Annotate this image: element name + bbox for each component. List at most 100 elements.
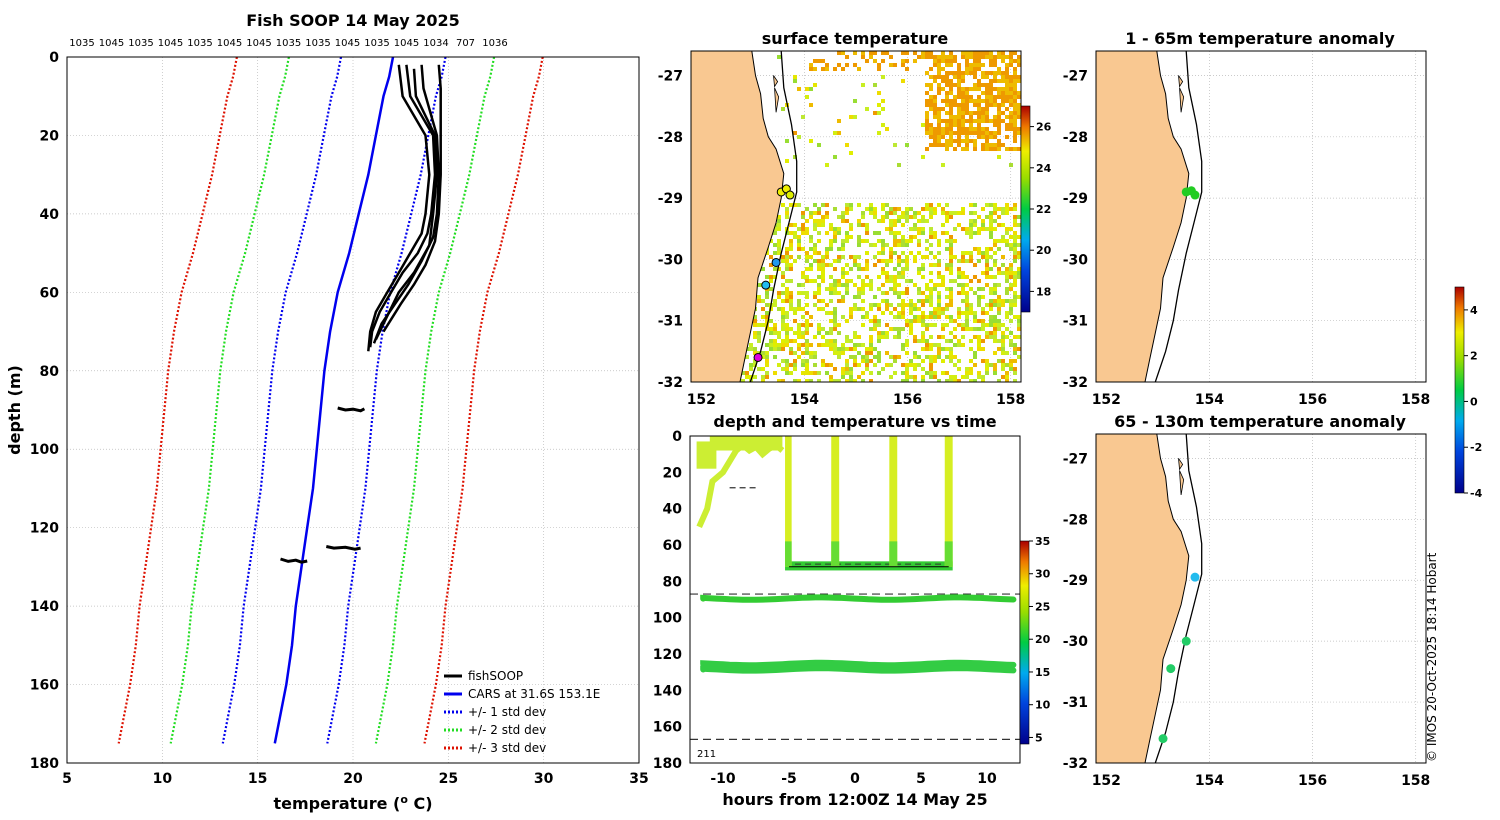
sst-pixel: [869, 211, 873, 215]
sst-pixel: [801, 335, 805, 339]
sst-pixel: [1013, 343, 1017, 347]
sst-pixel: [833, 267, 837, 271]
sst-pixel: [773, 251, 777, 255]
sst-pixel: [949, 59, 953, 63]
sst-pixel: [837, 379, 841, 382]
sst-pixel: [849, 371, 853, 375]
sst-pixel: [877, 131, 881, 135]
sst-pixel: [1013, 347, 1017, 351]
sst-pixel: [945, 263, 949, 267]
map-ytick-label: -27: [1063, 69, 1088, 85]
sst-pixel: [937, 311, 941, 315]
sst-pixel: [825, 67, 829, 71]
sst-pixel: [925, 287, 929, 291]
sst-pixel: [785, 287, 789, 291]
map-land: [1096, 51, 1190, 382]
sst-pixel: [873, 211, 877, 215]
sst-pixel: [993, 63, 997, 67]
sst-pixel: [937, 135, 941, 139]
sst-pixel: [921, 303, 925, 307]
sst-pixel: [941, 371, 945, 375]
sst-colorbar: [1020, 105, 1031, 313]
sst-pixel: [929, 363, 933, 367]
sst-pixel: [993, 59, 997, 63]
sst-pixel: [945, 119, 949, 123]
sst-pixel: [817, 251, 821, 255]
sst-pixel: [949, 71, 953, 75]
sst-pixel: [849, 379, 853, 382]
sst-pixel: [869, 371, 873, 375]
sst-pixel: [797, 227, 801, 231]
sst-pixel: [953, 99, 957, 103]
sst-pixel: [809, 351, 813, 355]
sst-pixel: [789, 351, 793, 355]
sst-pixel: [969, 123, 973, 127]
map-ytick-label: -32: [1063, 756, 1088, 772]
sst-pixel: [865, 59, 869, 63]
sst-pixel: [765, 319, 769, 323]
sst-pixel: [901, 315, 905, 319]
sst-pixel: [1009, 99, 1013, 103]
sst-pixel: [897, 335, 901, 339]
sst-pixel: [853, 283, 857, 287]
sst-pixel: [1009, 91, 1013, 95]
sst-pixel: [877, 259, 881, 263]
sst-pixel: [753, 335, 757, 339]
sst-pixel: [805, 251, 809, 255]
sst-pixel: [977, 79, 981, 83]
sst-pixel: [1013, 279, 1017, 283]
sst-pixel: [945, 83, 949, 87]
sst-pixel: [933, 75, 937, 79]
sst-pixel: [945, 147, 949, 151]
sst-pixel: [969, 251, 973, 255]
sst-pixel: [797, 247, 801, 251]
sst-pixel: [769, 347, 773, 351]
sst-pixel: [953, 115, 957, 119]
sst-pixel: [777, 307, 781, 311]
sst-pixel: [925, 147, 929, 151]
sst-pixel: [981, 379, 985, 382]
sst-pixel: [953, 363, 957, 367]
sst-pixel: [781, 359, 785, 363]
sst-pixel: [821, 307, 825, 311]
sst-pixel: [933, 115, 937, 119]
sst-pixel: [821, 299, 825, 303]
sst-pixel: [873, 303, 877, 307]
sst-pixel: [753, 363, 757, 367]
sst-pixel: [921, 255, 925, 259]
sst-pixel: [933, 59, 937, 63]
sst-pixel: [881, 247, 885, 251]
sst-pixel: [941, 87, 945, 91]
sst-pixel: [961, 335, 965, 339]
sst-pixel: [1017, 127, 1021, 131]
sst-pixel: [877, 231, 881, 235]
sst-pixel: [809, 355, 813, 359]
sst-pixel: [961, 79, 965, 83]
sst-pixel: [865, 311, 869, 315]
colorbar-tick-label: 5: [1035, 731, 1043, 744]
sst-pixel: [997, 295, 1001, 299]
sst-pixel: [821, 223, 825, 227]
sst-pixel: [985, 331, 989, 335]
sst-pixel: [965, 111, 969, 115]
profile-top-label: 1034: [423, 38, 448, 49]
sst-pixel: [845, 263, 849, 267]
sst-pixel: [801, 227, 805, 231]
sst-pixel: [941, 311, 945, 315]
sst-pixel: [1013, 203, 1017, 207]
sst-pixel: [1013, 131, 1017, 135]
sst-pixel: [997, 215, 1001, 219]
sst-pixel: [925, 299, 929, 303]
sst-pixel: [833, 231, 837, 235]
sst-pixel: [801, 351, 805, 355]
map-ytick-label: -29: [1063, 191, 1088, 207]
sst-pixel: [821, 67, 825, 71]
sst-pixel: [893, 327, 897, 331]
sst-pixel: [817, 59, 821, 63]
sst-pixel: [965, 131, 969, 135]
sst-pixel: [921, 51, 925, 55]
sst-pixel: [997, 347, 1001, 351]
sst-pixel: [869, 287, 873, 291]
sst-pixel: [985, 371, 989, 375]
